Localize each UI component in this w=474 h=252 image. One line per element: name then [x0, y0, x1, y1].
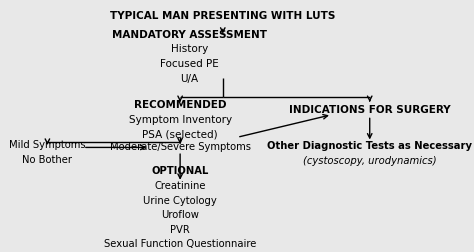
Text: PVR: PVR: [170, 225, 190, 235]
Text: TYPICAL MAN PRESENTING WITH LUTS: TYPICAL MAN PRESENTING WITH LUTS: [110, 11, 336, 21]
Text: Symptom Inventory: Symptom Inventory: [128, 115, 232, 125]
Text: Urine Cytology: Urine Cytology: [143, 196, 217, 206]
Text: Focused PE: Focused PE: [160, 59, 219, 69]
Text: OPTIONAL: OPTIONAL: [151, 166, 209, 176]
Text: Mild Symptoms: Mild Symptoms: [9, 140, 86, 150]
Text: INDICATIONS FOR SURGERY: INDICATIONS FOR SURGERY: [289, 105, 450, 115]
Text: Moderate/Severe Symptoms: Moderate/Severe Symptoms: [109, 142, 251, 152]
Text: PSA (selected): PSA (selected): [142, 129, 218, 139]
Text: Sexual Function Questionnaire: Sexual Function Questionnaire: [104, 239, 256, 249]
Text: History: History: [171, 44, 208, 54]
Text: U/A: U/A: [181, 74, 199, 84]
Text: (cystoscopy, urodynamics): (cystoscopy, urodynamics): [303, 156, 437, 166]
Text: RECOMMENDED: RECOMMENDED: [134, 100, 227, 110]
Text: Other Diagnostic Tests as Necessary: Other Diagnostic Tests as Necessary: [267, 141, 472, 151]
Text: MANDATORY ASSESSMENT: MANDATORY ASSESSMENT: [112, 30, 267, 40]
Text: Creatinine: Creatinine: [155, 181, 206, 191]
Text: Uroflow: Uroflow: [161, 210, 199, 220]
Text: No Bother: No Bother: [22, 155, 73, 165]
